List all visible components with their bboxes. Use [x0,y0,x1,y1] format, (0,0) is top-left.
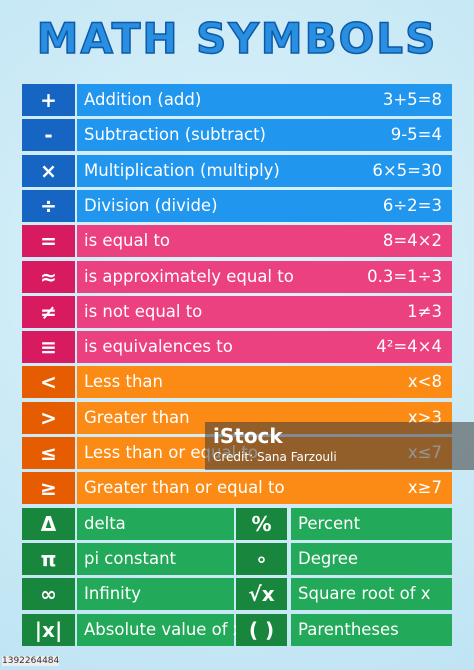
symbol: < [22,366,75,399]
example: x≥7 [407,478,442,498]
row-band [77,366,452,399]
watermark: iStock Credit: Sana Farzouli [205,422,474,470]
symbol-name: is not equal to [84,301,203,321]
watermark-brand: iStock [213,424,283,448]
row-band [291,507,452,540]
row-band [77,331,452,364]
symbol-row: ≈ is approximately equal to 0.3=1÷3 [22,260,452,293]
symbol-name: Less than [84,372,163,392]
symbol: Δ [22,507,75,540]
symbol-name: Square root of x [298,584,431,604]
symbol-name: Infinity [84,584,141,604]
row-band [77,613,234,646]
symbol-row: ∞ Infinity √x Square root of x [22,578,452,611]
symbol-name: pi constant [84,548,177,568]
row-band [291,578,452,611]
symbol: × [22,154,75,187]
example: x<8 [407,372,442,392]
symbol-name: delta [84,513,126,533]
symbol-row: ≡ is equivalences to 4²=4×4 [22,331,452,364]
watermark-credit: Credit: Sana Farzouli [213,450,337,464]
row-band [77,507,234,540]
symbol-name: is equal to [84,231,171,251]
symbol-row: ≠ is not equal to 1≠3 [22,295,452,328]
symbol: ≈ [22,260,75,293]
symbol-row: ≥ Greater than or equal to x≥7 [22,472,452,505]
row-band [77,84,452,116]
row-band [77,542,234,575]
symbol-name: Absolute value of x [84,619,243,639]
symbol: ≤ [22,437,75,469]
symbol-row: - Subtraction (subtract) 9-5=4 [22,119,452,152]
example: 4²=4×4 [376,337,442,357]
row-band [291,613,452,646]
symbol-name: Division (divide) [84,195,218,215]
symbol-row: |x| Absolute value of x( ) Parentheses [22,613,452,646]
row-band [77,154,452,187]
row-band [77,119,452,152]
symbol: > [22,401,75,434]
image-id: 1392264484 [2,656,60,666]
symbol: ≠ [22,295,75,328]
symbol-name: Degree [298,548,359,568]
example: 0.3=1÷3 [367,266,442,286]
symbol-name: Parentheses [298,619,399,639]
symbol-name: Percent [298,513,361,533]
example: 3+5=8 [382,90,442,109]
example: x>3 [407,407,442,427]
example: 8=4×2 [382,231,442,251]
symbol-name: is equivalences to [84,337,233,357]
symbol: |x| [22,613,75,646]
symbol-name: is approximately equal to [84,266,294,286]
symbol-name: Addition (add) [84,90,202,109]
row-band [77,295,452,328]
symbol: + [22,84,75,116]
example: 6×5=30 [372,160,442,180]
symbol-row: + Addition (add) 3+5=8 [22,84,452,116]
symbol: ≥ [22,472,75,505]
symbol: π [22,542,75,575]
symbol: ∘ [236,542,287,575]
symbol: √x [236,578,287,611]
symbol-row: = is equal to 8=4×2 [22,225,452,258]
example: 9-5=4 [390,125,442,145]
symbol: = [22,225,75,258]
symbol-name: Greater than or equal to [84,478,285,498]
row-band [77,472,452,505]
symbol: % [236,507,287,540]
symbol-row: ÷ Division (divide) 6÷2=3 [22,189,452,222]
row-band [291,542,452,575]
example: 1≠3 [407,301,442,321]
symbol-row: π pi constant ∘ Degree [22,542,452,575]
symbol: ( ) [236,613,287,646]
row-band [77,260,452,293]
symbol-name: Subtraction (subtract) [84,125,266,145]
title: MATH SYMBOLS [36,13,438,64]
symbol: ÷ [22,189,75,222]
symbol-row: < Less than x<8 [22,366,452,399]
symbol: ∞ [22,578,75,611]
row-band [77,225,452,258]
symbol-name: Multiplication (multiply) [84,160,280,180]
row-band [77,578,234,611]
row-band [77,189,452,222]
example: 6÷2=3 [382,195,442,215]
symbol: ≡ [22,331,75,364]
symbol: - [22,119,75,152]
symbol-name: Greater than [84,407,190,427]
symbol-row: × Multiplication (multiply) 6×5=30 [22,154,452,187]
